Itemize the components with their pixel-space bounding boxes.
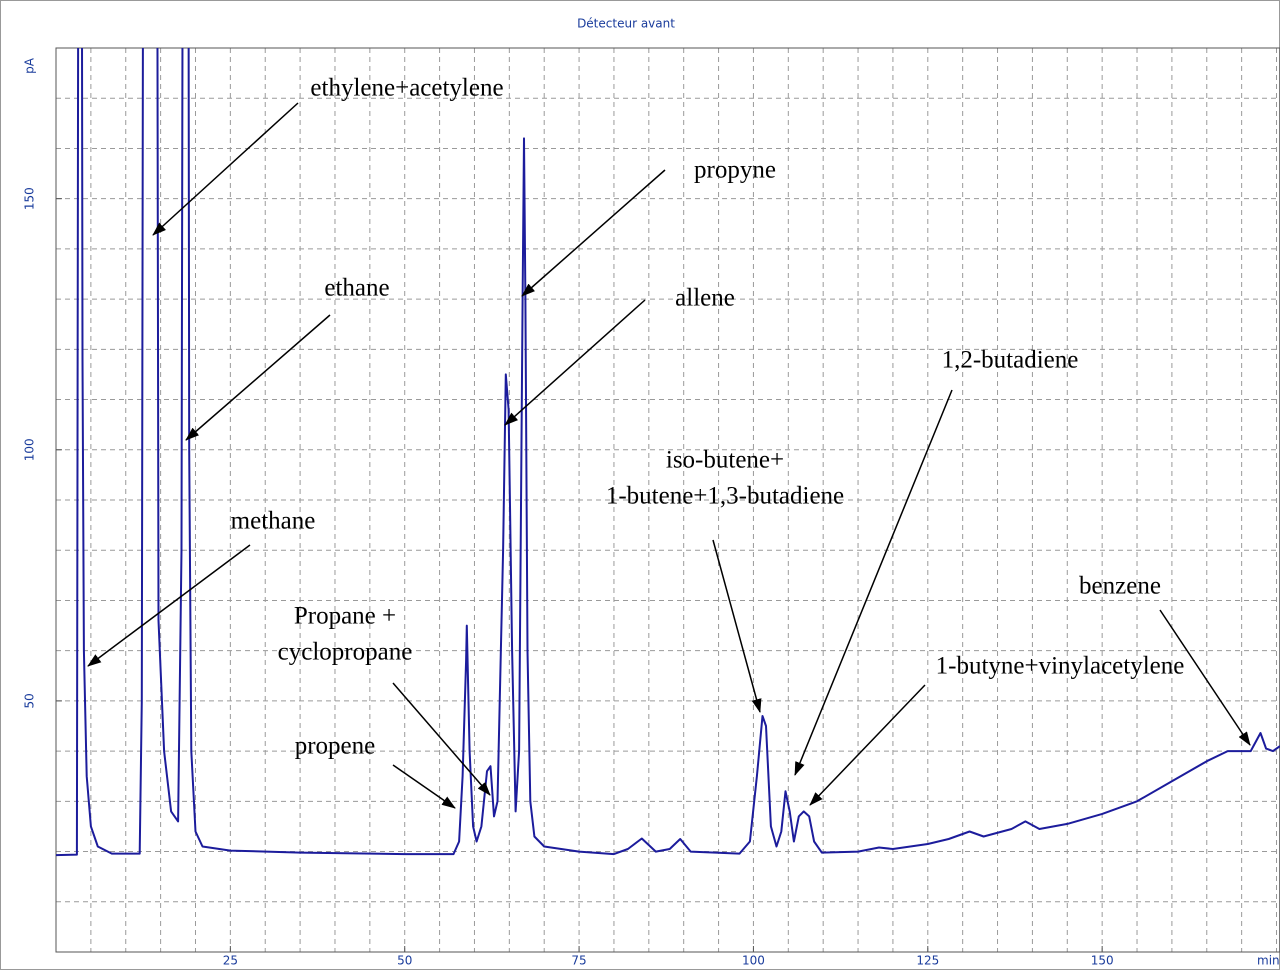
annotation: benzene (1079, 573, 1161, 600)
annotation: iso-butene+ (666, 447, 784, 474)
annotation: propene (295, 733, 376, 760)
arrow (152, 102, 299, 236)
arrow (185, 314, 331, 441)
x-tick-label: 125 (916, 954, 939, 968)
annotation: propyne (694, 157, 776, 184)
x-tick-label: 150 (1091, 954, 1114, 968)
annotation: ethane (324, 275, 389, 302)
annotation: 1-butene+1,3-butadiene (606, 483, 844, 510)
arrow (392, 764, 456, 809)
arrow (1159, 609, 1251, 746)
arrow (87, 544, 251, 667)
arrow (809, 684, 926, 806)
x-tick-label: 75 (571, 954, 586, 968)
chart-title: Détecteur avant (577, 17, 675, 31)
annotation: Propane + (294, 603, 396, 630)
plot-frame (55, 47, 1280, 953)
arrow (392, 682, 491, 796)
y-axis-label: pA (23, 57, 37, 74)
annotation: methane (231, 508, 316, 535)
annotation: ethylene+acetylene (310, 75, 503, 102)
y-tick-label: 50 (23, 693, 37, 708)
x-tick-label: 50 (397, 954, 412, 968)
x-axis-label: min (1257, 954, 1280, 968)
arrow (521, 169, 666, 297)
annotation: cyclopropane (278, 639, 413, 666)
y-tick-label: 150 (23, 187, 37, 210)
arrow (504, 299, 646, 426)
x-tick-label: 100 (742, 954, 765, 968)
x-tick-label: 25 (223, 954, 238, 968)
arrow (712, 539, 762, 713)
annotation: allene (675, 285, 735, 312)
annotation: 1,2-butadiene (942, 347, 1079, 374)
signal-trace (56, 48, 1280, 857)
arrow (794, 389, 953, 776)
annotation: 1-butyne+vinylacetylene (936, 653, 1185, 680)
y-tick-label: 100 (23, 438, 37, 461)
